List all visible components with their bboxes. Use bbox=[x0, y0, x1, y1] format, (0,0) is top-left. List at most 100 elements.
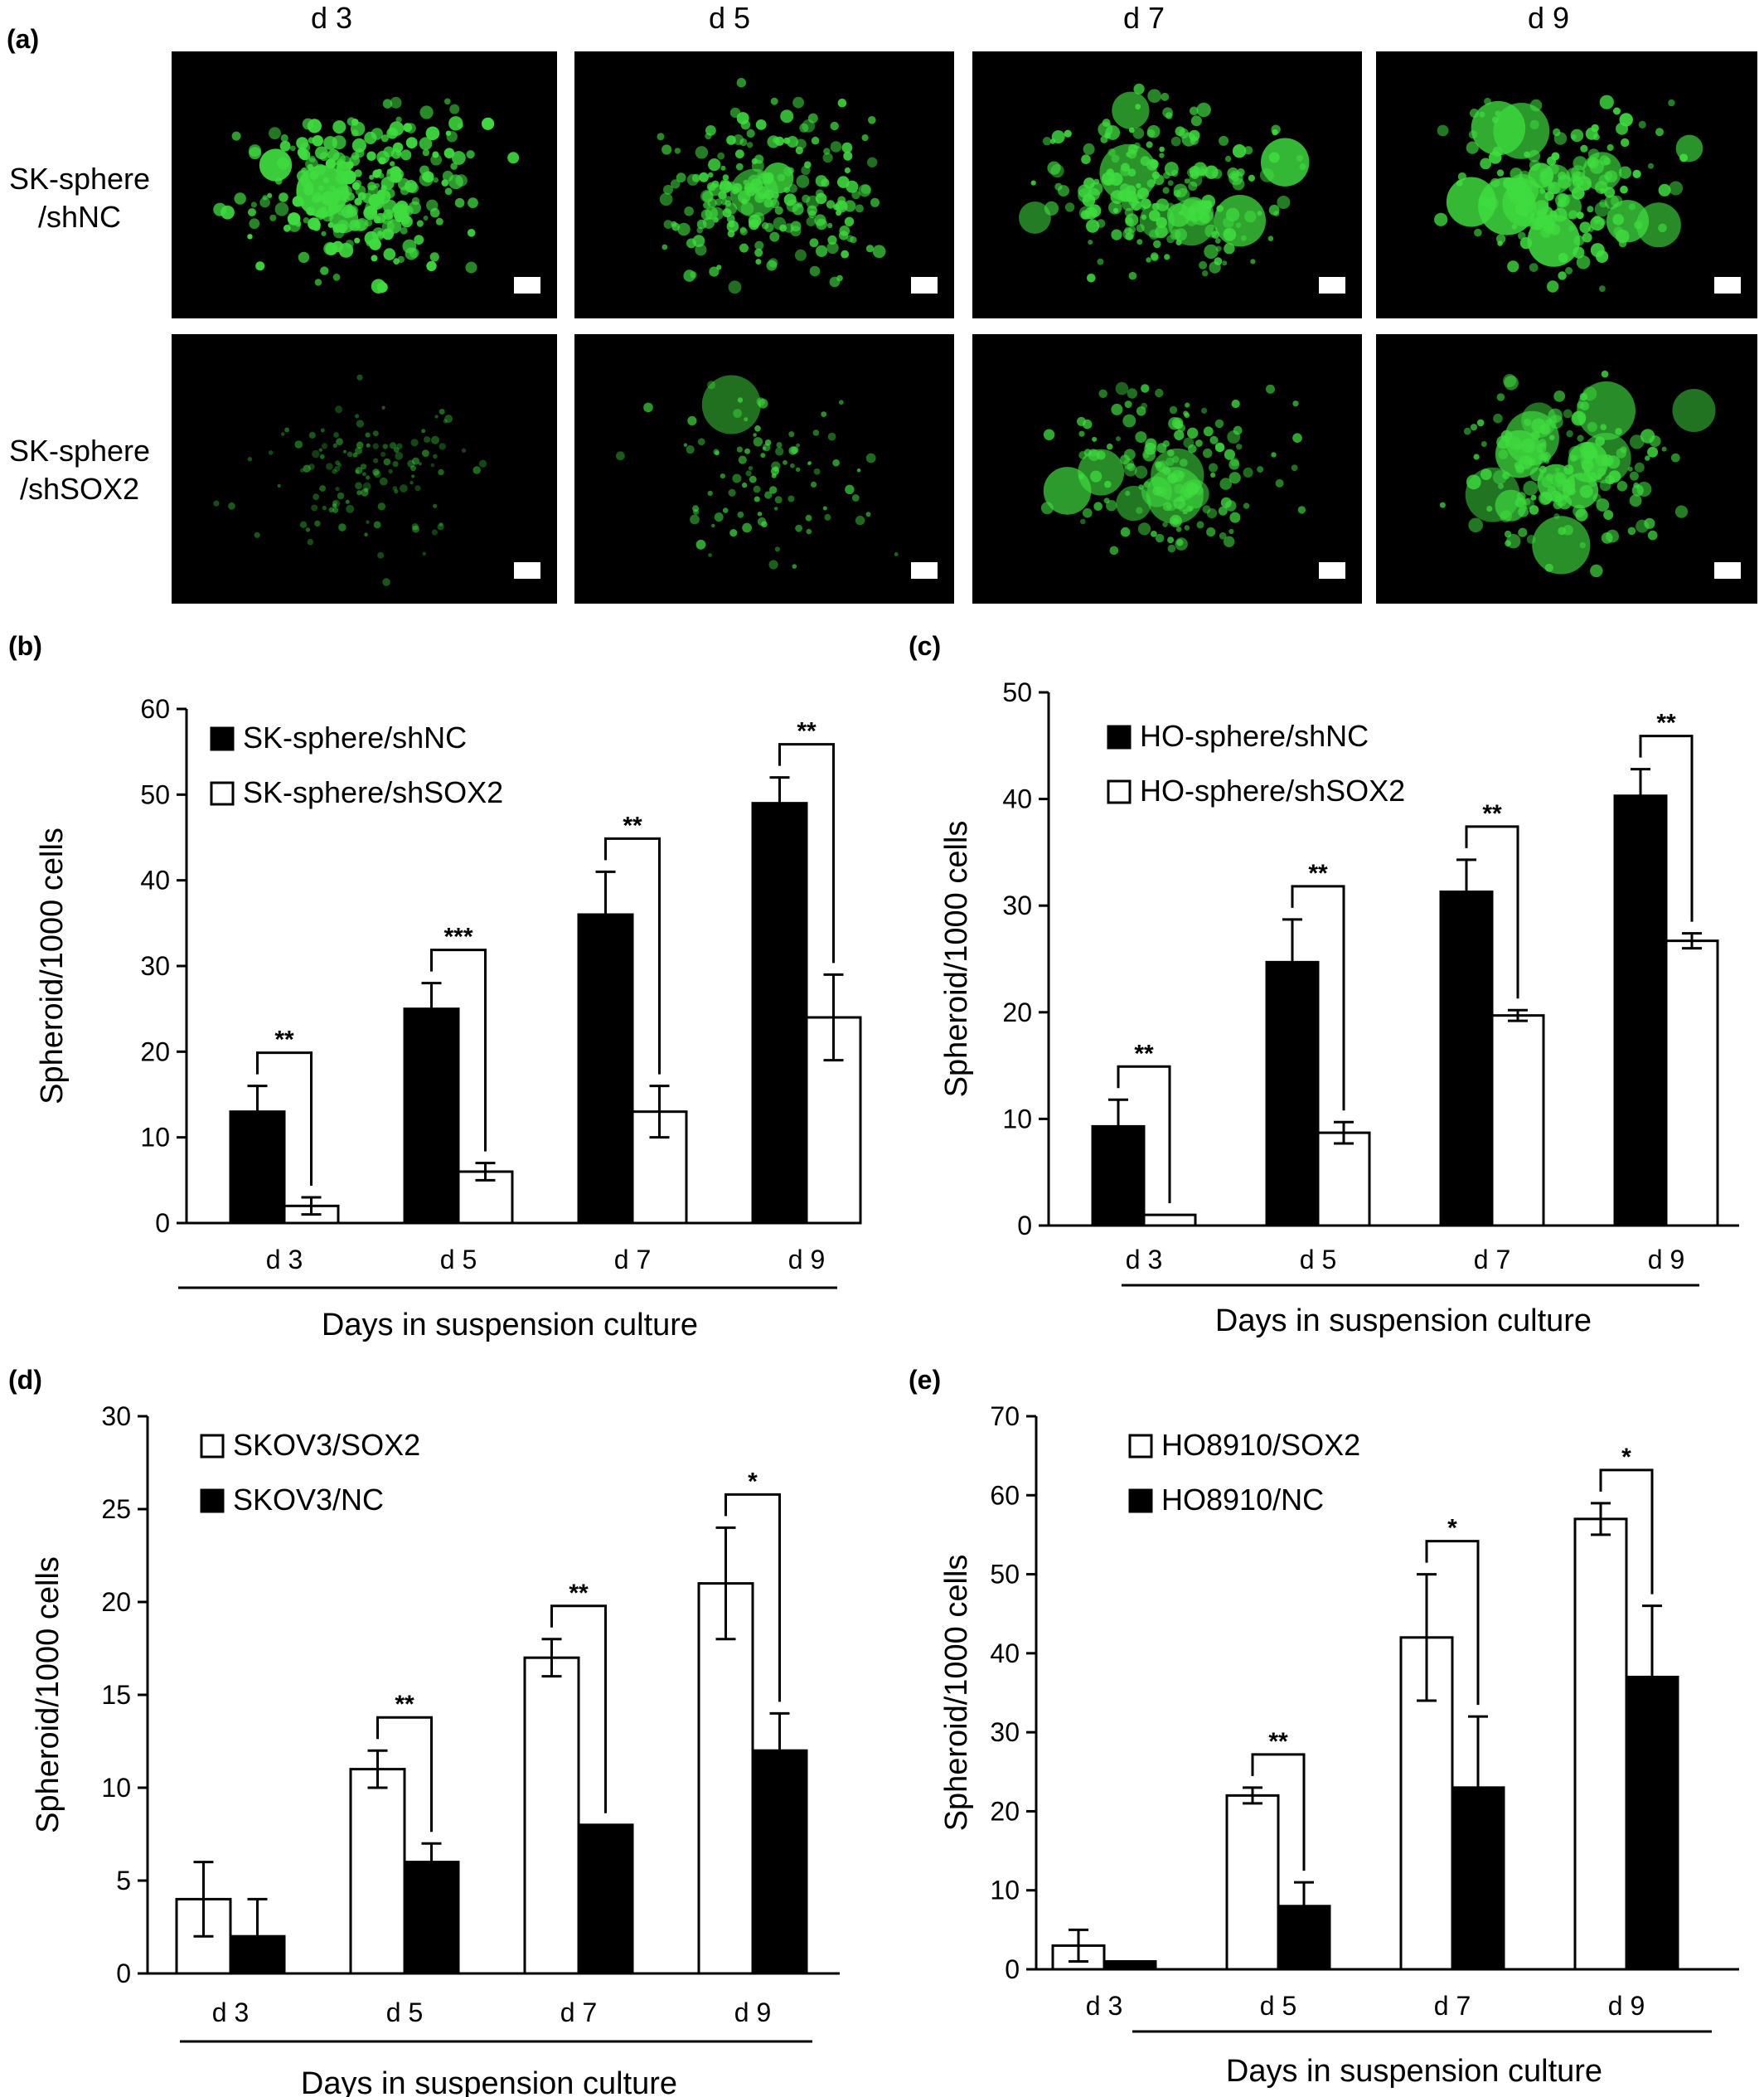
legend-entry: HO8910/NC bbox=[1161, 1483, 1324, 1517]
scale-bar bbox=[514, 562, 540, 579]
scale-bar bbox=[514, 277, 540, 294]
scale-bar bbox=[1319, 277, 1345, 294]
bar-series1 bbox=[1265, 960, 1320, 1227]
significance-bracket bbox=[604, 837, 661, 1075]
significance-label: * bbox=[1447, 1515, 1457, 1542]
bar-series1 bbox=[697, 1582, 754, 1975]
bar-series2 bbox=[1142, 1213, 1197, 1227]
y-tick-label: 10 bbox=[101, 1773, 131, 1803]
micrograph-shsox2-d9 bbox=[1376, 334, 1757, 604]
bar-series1 bbox=[1225, 1794, 1280, 1971]
column-label-d9: d 9 bbox=[1528, 1, 1569, 35]
legend-entry: HO8910/SOX2 bbox=[1161, 1428, 1360, 1462]
scale-bar bbox=[1714, 562, 1741, 579]
fluorescent-cells bbox=[213, 96, 520, 294]
micrograph-shsox2-d7 bbox=[972, 334, 1362, 604]
scale-bar bbox=[1319, 562, 1345, 579]
micrograph-shsox2-d5 bbox=[574, 334, 954, 604]
x-category-label: d 5 bbox=[440, 1245, 477, 1274]
significance-bracket bbox=[1599, 1468, 1654, 1595]
legend-swatch bbox=[210, 726, 235, 751]
bar-series1 bbox=[1613, 794, 1668, 1227]
significance-bracket bbox=[778, 743, 835, 964]
y-tick-label: 25 bbox=[101, 1494, 131, 1524]
fluorescent-cells bbox=[1439, 370, 1716, 578]
legend-entry: SKOV3/SOX2 bbox=[233, 1428, 420, 1462]
y-axis-label: Spheroid/1000 cells bbox=[35, 828, 70, 1104]
y-tick-label: 15 bbox=[101, 1680, 131, 1710]
x-category-label: d 9 bbox=[1648, 1245, 1684, 1274]
significance-bracket bbox=[550, 1604, 607, 1813]
micrograph-shnc-d5 bbox=[574, 51, 954, 318]
y-tick-label: 10 bbox=[140, 1123, 170, 1153]
panel-a-micrographs: (a) d 3 d 5 d 7 d 9 SK-sphere /shNC SK-s… bbox=[7, 1, 1757, 604]
legend-entry: HO-sphere/shSOX2 bbox=[1140, 774, 1405, 808]
x-category-label: d 7 bbox=[1474, 1245, 1510, 1274]
significance-label: ** bbox=[274, 1027, 294, 1054]
x-category-label: d 3 bbox=[1086, 1991, 1122, 2021]
y-tick-label: 30 bbox=[1002, 891, 1032, 920]
y-axis-label: Spheroid/1000 cells bbox=[31, 1556, 65, 1833]
x-category-label: d 5 bbox=[1260, 1991, 1296, 2021]
row-label-shsox2-line1: SK-sphere bbox=[9, 434, 150, 468]
significance-label: ** bbox=[1268, 1728, 1288, 1755]
bar-series2 bbox=[1490, 1014, 1545, 1227]
y-tick-label: 40 bbox=[140, 866, 170, 896]
bar-series1 bbox=[523, 1656, 580, 1975]
x-category-label: d 9 bbox=[734, 1997, 771, 2027]
legend-swatch bbox=[200, 1488, 225, 1513]
legend-entry: HO-sphere/shNC bbox=[1140, 719, 1369, 753]
panel-label: (c) bbox=[909, 631, 941, 661]
significance-bracket bbox=[430, 949, 487, 1152]
micrograph-background bbox=[172, 51, 557, 318]
y-tick-label: 0 bbox=[116, 1959, 131, 1988]
scale-bar bbox=[911, 562, 938, 579]
bar-series2 bbox=[1102, 1959, 1157, 1971]
legend-entry: SK-sphere/shSOX2 bbox=[243, 775, 503, 809]
column-label-d7: d 7 bbox=[1123, 1, 1165, 35]
panel-label: (b) bbox=[8, 631, 42, 661]
x-category-label: d 5 bbox=[1300, 1245, 1336, 1274]
significance-label: * bbox=[748, 1468, 758, 1495]
bar-series1 bbox=[1573, 1517, 1628, 1971]
x-category-label: d 9 bbox=[788, 1245, 825, 1274]
micrograph-shnc-d7 bbox=[972, 51, 1362, 318]
bar-series1 bbox=[751, 802, 808, 1225]
legend-swatch bbox=[1128, 1488, 1153, 1513]
significance-bracket bbox=[724, 1493, 781, 1702]
significance-bracket bbox=[1425, 1540, 1480, 1706]
significance-label: ** bbox=[1308, 860, 1328, 887]
bar-series2 bbox=[577, 1823, 634, 1975]
y-tick-label: 10 bbox=[990, 1876, 1020, 1905]
y-tick-label: 10 bbox=[1002, 1104, 1032, 1133]
panel-label: (d) bbox=[8, 1365, 42, 1395]
significance-label: ** bbox=[1656, 710, 1676, 737]
bar-series2 bbox=[1451, 1786, 1505, 1971]
legend-swatch bbox=[1128, 1434, 1153, 1459]
fluorescent-cells bbox=[1019, 83, 1310, 283]
legend-swatch bbox=[210, 781, 235, 806]
fluorescent-cells bbox=[616, 375, 899, 570]
fluorescent-cells bbox=[213, 374, 487, 586]
row-label-shnc-line2: /shNC bbox=[38, 200, 121, 234]
significance-label: ** bbox=[1482, 800, 1502, 828]
fluorescent-cells bbox=[657, 78, 886, 294]
x-category-label: d 5 bbox=[386, 1997, 423, 2027]
legend-swatch bbox=[200, 1434, 225, 1459]
significance-label: ** bbox=[797, 718, 817, 745]
bar-series2 bbox=[1316, 1131, 1371, 1227]
y-tick-label: 30 bbox=[101, 1401, 131, 1431]
fluorescent-cells bbox=[1434, 95, 1703, 293]
x-category-label: d 9 bbox=[1608, 1991, 1645, 2021]
significance-bracket bbox=[256, 1051, 313, 1186]
significance-bracket bbox=[1117, 1065, 1171, 1204]
scale-bar bbox=[911, 277, 938, 294]
bar-series1 bbox=[349, 1768, 406, 1975]
x-category-label: d 7 bbox=[614, 1245, 651, 1274]
y-tick-label: 40 bbox=[1002, 784, 1032, 814]
y-tick-label: 0 bbox=[155, 1208, 170, 1238]
significance-bracket bbox=[376, 1716, 433, 1832]
legend-swatch bbox=[1107, 725, 1132, 750]
bar-series1 bbox=[1439, 890, 1494, 1227]
